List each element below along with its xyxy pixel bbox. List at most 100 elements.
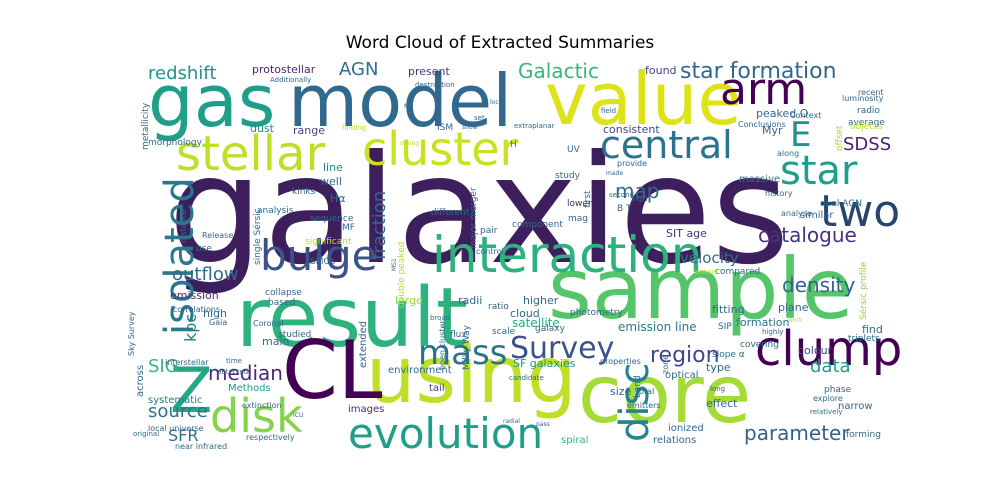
word-colour: colour [798,344,833,357]
word-objects: objects [850,122,883,132]
word-source: source [148,401,208,422]
word-present: present [408,65,451,78]
word-spiral: spiral [561,435,588,446]
word-relatively: relatively [810,408,843,416]
word-sky-survey: Sky Survey [127,311,136,356]
word-destruction: destruction [415,81,455,89]
word-show: show [462,124,478,131]
word-sf-galaxies: SF galaxies [513,357,576,370]
word-component: component [512,220,563,230]
word-covering: covering [740,340,779,350]
word-arm: arm [720,64,807,115]
word-kpc: kpc [181,314,200,342]
word-pair: pair [480,226,498,236]
word-photometry: photometry [570,308,623,318]
word-cloud: cloud [510,307,540,320]
word-first: first [583,190,593,208]
word-h: H [510,140,517,150]
word-parameter: parameter [744,421,850,445]
word-luminosity: luminosity [842,94,884,103]
word-formation: formation [736,316,789,329]
word-images: images [348,404,384,415]
word-emitters: emitters [627,401,661,410]
word-gas: gas [148,59,275,143]
word-highly: highly [762,328,783,336]
word-relations: relations [653,435,696,446]
word-extinction: extinction [242,401,282,410]
word-two: two [820,186,900,237]
word-local-universe: local universe [148,424,204,433]
word-agn: AGN [339,59,378,80]
word-collapse: collapse [265,288,302,298]
word-studied: studied [278,330,311,340]
word-second: second [609,191,634,199]
word-major-merger: major merger [469,187,479,249]
word-plane: plane [778,301,809,314]
word-result: result [236,271,468,366]
word-redshift: redshift [148,63,216,84]
word-strong: strong [400,140,419,147]
chart-title: Word Cloud of Extracted Summaries [345,33,655,53]
word-made: made [606,170,623,177]
word-systematic: systematic [148,395,202,406]
word-region: region [650,343,720,368]
word-based: based [268,298,295,308]
word-galaxies: galaxies [168,124,790,298]
word-evolution: evolution [348,409,543,458]
word-optical: optical [665,370,699,381]
word-z: Z [170,354,212,427]
word-cl: CL [282,324,383,417]
word-gaia: Gaia [209,318,227,327]
word-compared: compared [715,267,760,277]
word-offset: offset [835,125,845,151]
word-mag: mag [568,214,588,224]
word-explore: explore [813,394,843,403]
word-density: density [782,273,855,297]
word-velocity: velocity [680,249,739,267]
word-sfr: SFR [168,426,198,445]
word-narrow: narrow [838,401,873,412]
word-single-s-rsic: single Sérsic [252,208,263,265]
word-radio: radio [857,106,880,116]
word-sip: SIP [718,322,732,332]
word-smgs: SMGs [310,257,335,267]
word-disk: disk [210,389,303,443]
word-large: large [395,294,423,307]
word-sig: SIG [148,356,179,377]
word-sit-age: SIT age [666,227,707,240]
word-near-infrared: near infrared [175,442,227,451]
word-time: time [226,357,242,365]
word-analyse: analyse [781,209,812,218]
word-cluster: cluster [362,122,519,176]
word-environment: environment [388,365,452,376]
word-across: across [135,365,146,397]
word-outflow: outflow [172,264,239,285]
word-survey: Survey [510,331,614,366]
word-remain: remain [693,268,718,276]
word-conclusions: Conclusions [738,120,786,129]
word-zone: zone [661,355,670,374]
word-main: main [262,335,290,348]
word-along: along [777,149,799,158]
word-fitting: fitting [712,303,745,316]
word-milky-way: Milky Way [462,324,472,370]
word-range: range [293,124,325,137]
word-forming: forming [846,430,881,440]
word-massive: massive [739,174,780,185]
word-value: value [545,57,742,141]
word-extended: extended [358,321,369,368]
word-b-t: B T [617,204,632,214]
word-average: average [848,118,885,128]
word-satellite: satellite [512,316,560,330]
word-analysis: analysis [257,206,294,216]
word-candidate: candidate [509,374,544,382]
word-flux: flux [450,330,467,340]
word-mf: MF [342,223,355,233]
word-dust: dust [250,122,275,135]
word-uv: UV [567,145,581,155]
word-morphology: morphology [148,138,203,148]
word-detected: detected [217,368,248,376]
word-study: study [555,171,581,181]
word-e: E [790,115,811,155]
word-slope: slope α [712,350,745,360]
